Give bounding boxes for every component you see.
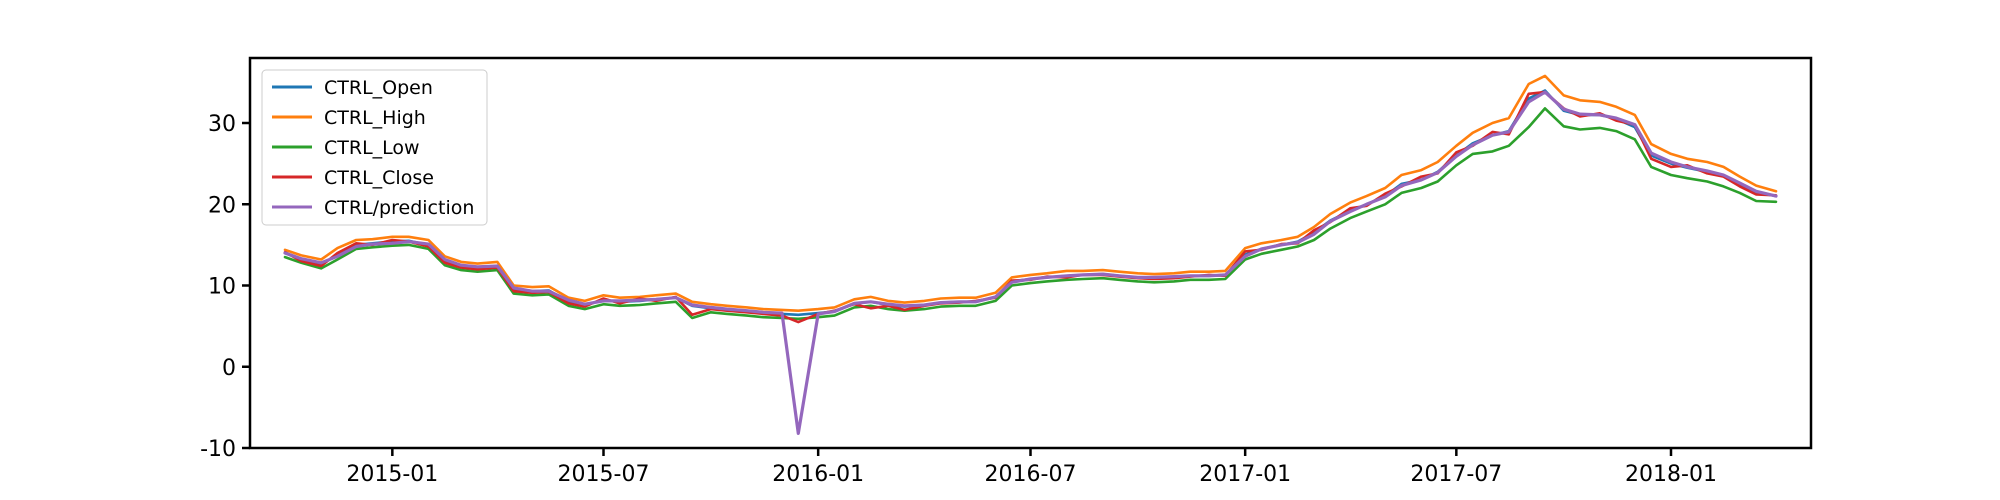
- y-tick-label: -10: [200, 437, 236, 462]
- x-tick-label: 2015-01: [346, 462, 438, 487]
- x-axis: 2015-01 2015-07 2016-01 2016-07 2017-01 2017-…: [346, 448, 1717, 487]
- legend-label: CTRL_Close: [324, 167, 434, 189]
- y-tick-label: 20: [208, 193, 236, 218]
- legend-item: CTRL/prediction: [272, 197, 474, 219]
- x-tick-label: 2017-07: [1410, 462, 1502, 487]
- x-tick-label: 2017-01: [1199, 462, 1291, 487]
- x-tick-label: 2018-01: [1625, 462, 1717, 487]
- x-tick-label: 2015-07: [558, 462, 650, 487]
- series-line-2: [283, 107, 1778, 321]
- legend-label: CTRL_High: [324, 107, 426, 129]
- legend-item: CTRL_Close: [272, 167, 434, 189]
- legend-label: CTRL/prediction: [324, 197, 474, 219]
- series-layer: [283, 74, 1778, 435]
- legend: CTRL_Open CTRL_High CTRL_Low CTRL_Close CTRL…: [261, 69, 488, 226]
- y-tick-label: 10: [208, 275, 236, 300]
- legend-items: CTRL_Open CTRL_High CTRL_Low CTRL_Close CTRL…: [272, 77, 474, 219]
- x-tick-label: 2016-07: [985, 462, 1077, 487]
- legend-item: CTRL_Open: [272, 77, 433, 99]
- legend-box: [261, 69, 488, 226]
- legend-item: CTRL_High: [272, 107, 426, 129]
- y-tick-label: 30: [208, 112, 236, 137]
- x-tick-label: 2016-01: [772, 462, 864, 487]
- series-line-1: [283, 74, 1778, 313]
- legend-item: CTRL_Low: [272, 137, 420, 159]
- legend-label: CTRL_Open: [324, 77, 433, 99]
- legend-label: CTRL_Low: [324, 137, 420, 159]
- y-tick-label: 0: [222, 356, 236, 381]
- y-axis: -10 0 10 20 30: [200, 112, 250, 462]
- series-line-4: [283, 90, 1778, 435]
